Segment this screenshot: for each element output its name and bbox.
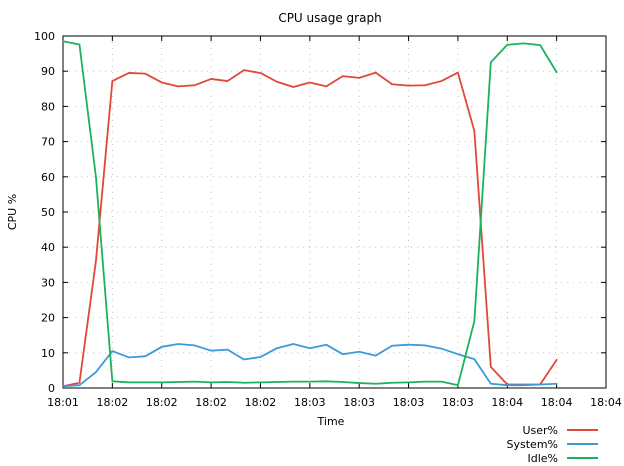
y-tick-label: 40 — [41, 241, 55, 254]
y-tick-label: 50 — [41, 206, 55, 219]
x-axis-label: Time — [317, 415, 345, 428]
plot-border — [62, 35, 607, 389]
x-tick-label: 18:03 — [442, 396, 474, 409]
y-tick-label: 0 — [48, 382, 55, 395]
x-tick-label: 18:03 — [393, 396, 425, 409]
y-tick-label: 80 — [41, 100, 55, 113]
series-lines — [62, 40, 558, 388]
y-axis-label: CPU % — [6, 194, 19, 230]
legend-label: Idle% — [527, 452, 558, 465]
y-tick-label: 30 — [41, 276, 55, 289]
x-tick-label: 18:02 — [195, 396, 227, 409]
series-line-system — [62, 343, 558, 388]
grid — [62, 35, 607, 389]
x-axis-ticks: 18:01 18:02 18:02 18:02 18:02 18:03 18:03 18:03… — [47, 36, 622, 409]
series-line-idle — [62, 40, 558, 387]
y-tick-label: 90 — [41, 65, 55, 78]
legend-label: System% — [507, 438, 558, 451]
plot-frame — [62, 35, 607, 389]
x-tick-label: 18:02 — [97, 396, 129, 409]
y-tick-label: 70 — [41, 136, 55, 149]
legend: User%System%Idle% — [507, 424, 598, 465]
chart-title: CPU usage graph — [278, 11, 381, 25]
x-tick-label: 18:04 — [491, 396, 523, 409]
x-tick-label: 18:01 — [47, 396, 79, 409]
x-tick-label: 18:02 — [146, 396, 178, 409]
x-tick-label: 18:03 — [343, 396, 375, 409]
x-tick-label: 18:03 — [294, 396, 326, 409]
x-tick-label: 18:04 — [590, 396, 622, 409]
series-line-user — [62, 69, 558, 388]
y-axis-ticks: 0 10 20 30 40 50 60 70 80 90 100 — [34, 30, 606, 395]
y-tick-label: 20 — [41, 312, 55, 325]
x-tick-label: 18:02 — [245, 396, 277, 409]
y-tick-label: 60 — [41, 171, 55, 184]
x-tick-label: 18:04 — [541, 396, 573, 409]
y-tick-label: 10 — [41, 347, 55, 360]
legend-label: User% — [522, 424, 558, 437]
y-tick-label: 100 — [34, 30, 55, 43]
